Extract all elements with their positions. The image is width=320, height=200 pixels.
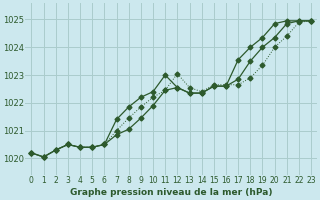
- X-axis label: Graphe pression niveau de la mer (hPa): Graphe pression niveau de la mer (hPa): [70, 188, 273, 197]
